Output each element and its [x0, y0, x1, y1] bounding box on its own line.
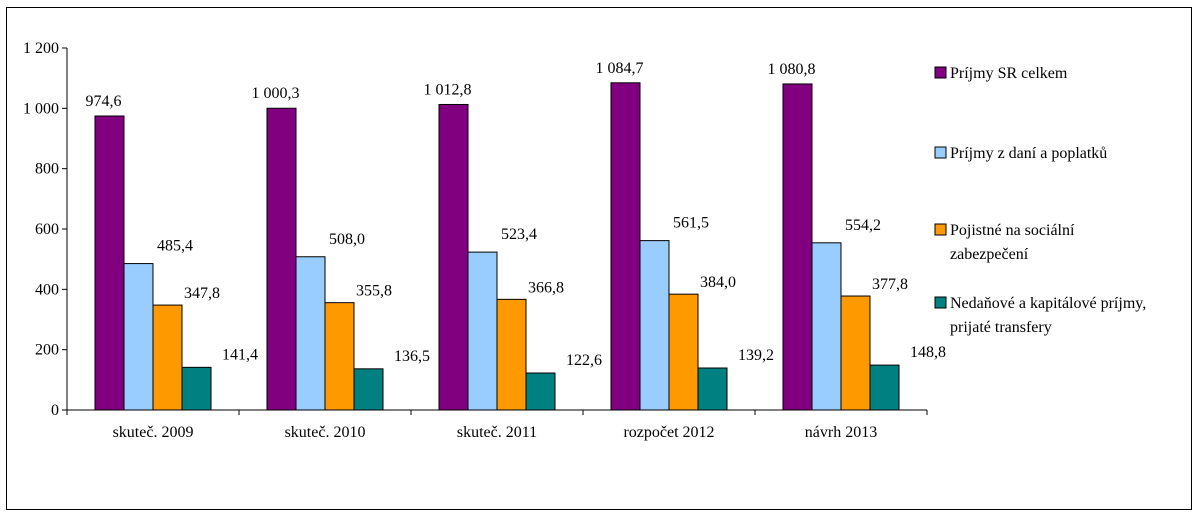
bar [152, 304, 183, 411]
y-tick-label: 800 [35, 161, 59, 178]
data-label: 561,5 [673, 215, 709, 232]
bar [94, 115, 125, 411]
y-tick-label: 200 [35, 342, 59, 359]
data-label: 136,5 [394, 348, 430, 365]
bar [123, 263, 154, 411]
data-label: 377,8 [872, 276, 908, 293]
data-label: 1 012,8 [424, 81, 472, 98]
data-label: 347,8 [184, 285, 220, 302]
x-tick-label: skuteč. 2011 [457, 424, 537, 441]
legend-label: prijaté transfery [950, 319, 1052, 336]
bar [840, 295, 871, 411]
legend-swatch [934, 66, 947, 79]
bar [668, 293, 699, 411]
data-label: 485,4 [157, 238, 193, 255]
y-axis: 0 200 400 600 800 1 000 1 200 [23, 40, 68, 419]
bar [496, 298, 527, 411]
bar-chart: 0 200 400 600 800 1 000 1 200 974,6 485,4 347,8 1… [23, 40, 1146, 441]
x-tick-label: návrh 2013 [805, 424, 877, 441]
bar [869, 364, 900, 411]
x-tick-label: skuteč. 2010 [285, 424, 366, 441]
data-label: 384,0 [700, 274, 736, 291]
data-label: 974,6 [86, 93, 122, 110]
data-label: 355,8 [356, 283, 392, 300]
legend-swatch [934, 223, 947, 236]
y-tick-label: 1 200 [23, 40, 59, 57]
legend-label: Pojistné na sociální [950, 222, 1075, 239]
legend-swatch [934, 146, 947, 159]
data-label: 366,8 [528, 279, 564, 296]
legend-label: Príjmy z daní a poplatků [950, 145, 1107, 162]
y-tick-label: 0 [51, 402, 59, 419]
data-labels: 974,6 485,4 347,8 141,4 1 000,3 508,0 355,8 136… [86, 60, 947, 369]
y-tick-label: 1 000 [23, 100, 59, 117]
data-label: 523,4 [501, 226, 537, 243]
data-label: 554,2 [845, 217, 881, 234]
data-label: 141,4 [222, 346, 258, 363]
legend: Príjmy SR celkem Príjmy z daní a poplatků… [934, 65, 1146, 336]
bars [94, 82, 900, 411]
bar [324, 302, 355, 411]
bar [181, 366, 212, 411]
bar [610, 82, 641, 411]
data-label: 139,2 [738, 347, 774, 364]
bar [639, 240, 670, 411]
bar [295, 256, 326, 411]
data-label: 508,0 [329, 231, 365, 248]
bar [811, 242, 842, 411]
y-tick-label: 400 [35, 281, 59, 298]
bar [525, 372, 556, 411]
bar [467, 251, 498, 411]
x-axis: skuteč. 2009 skuteč. 2010 skuteč. 2011 rozp… [66, 409, 928, 441]
legend-label: zabezpečení [950, 246, 1029, 263]
y-tick-label: 600 [35, 221, 59, 238]
legend-label: Príjmy SR celkem [950, 65, 1068, 82]
bar [438, 103, 469, 411]
legend-label: Nedaňové a kapitálové príjmy, [950, 295, 1146, 312]
data-label: 148,8 [910, 344, 946, 361]
x-tick-label: rozpočet 2012 [623, 424, 714, 441]
data-label: 1 080,8 [768, 61, 816, 78]
bar [353, 368, 384, 411]
data-label: 122,6 [566, 352, 602, 369]
legend-swatch [934, 296, 947, 309]
data-label: 1 084,7 [596, 60, 644, 77]
bar [782, 83, 813, 411]
chart-frame: 0 200 400 600 800 1 000 1 200 974,6 485,4 347,8 1… [6, 7, 1192, 510]
x-tick-label: skuteč. 2009 [113, 424, 194, 441]
bar [266, 107, 297, 411]
data-label: 1 000,3 [252, 85, 300, 102]
bar [697, 367, 728, 411]
